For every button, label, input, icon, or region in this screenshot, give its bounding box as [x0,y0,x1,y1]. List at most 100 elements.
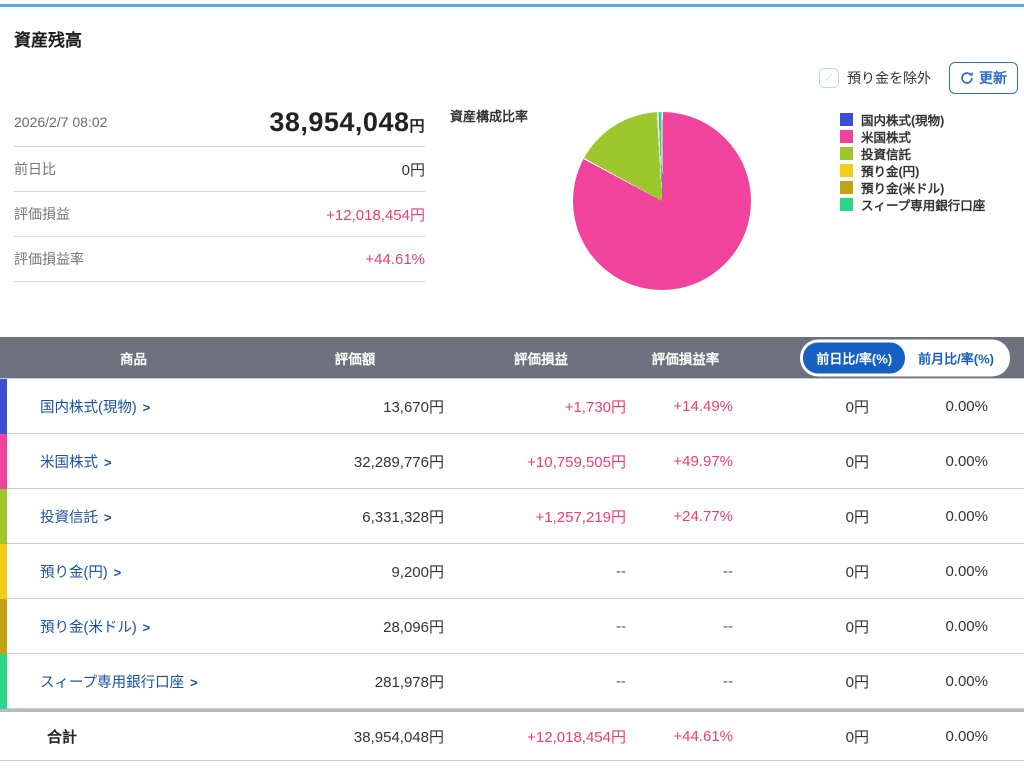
chevron-right-icon: > [142,400,151,415]
cell-value: 28,096円 [383,619,444,636]
legend-swatch [840,146,853,160]
row-color-bar [0,544,7,599]
product-link[interactable]: 預り金(円) > [40,565,122,581]
chevron-right-icon: > [190,675,198,690]
asset-composition-pie-chart [573,112,751,290]
cell-pl: -- [616,673,626,690]
chevron-right-icon: > [104,510,112,525]
checkbox-icon[interactable]: ✓ [819,68,839,88]
cell-day-change: 0円 [845,399,869,416]
asset-summary: 2026/2/7 08:02 38,954,048円 前日比 0円 評価損益 +… [14,98,425,282]
product-link[interactable]: 国内株式(現物) > [40,400,151,416]
row-color-bar [0,434,7,489]
summary-pl-row: 評価損益 +12,018,454円 [14,192,425,237]
cell-day-rate: 0.00% [945,673,988,690]
cell-pl-rate: -- [723,673,733,690]
legend-item: 投資信託 [840,146,985,162]
summary-day-change-row: 前日比 0円 [14,147,425,192]
legend-item: 預り金(米ドル) [840,180,985,196]
chevron-right-icon: > [142,620,151,635]
table-row: 預り金(米ドル) > 28,096円 -- -- 0円 0.00% [0,599,1024,654]
cell-value: 9,200円 [391,564,444,581]
summary-pl-rate-row: 評価損益率 +44.61% [14,237,425,282]
cell-day-rate: 0.00% [945,398,988,415]
cell-pl: -- [616,618,626,635]
col-header-product: 商品 [120,351,147,367]
table-total-row: 合計 38,954,048円 +12,018,454円 +44.61% 0円 0… [0,709,1024,761]
legend-item: 国内株式(現物) [840,112,985,128]
legend-swatch [840,129,853,143]
period-toggle: 前日比/率(%) 前月比/率(%) [800,339,1010,376]
cell-day-change: 0円 [845,674,869,691]
cell-pl-rate: -- [723,618,733,635]
cell-pl: +1,257,219円 [535,509,627,526]
cell-day-rate: 0.00% [945,508,988,525]
chevron-right-icon: > [113,565,122,580]
cell-pl: +1,730円 [564,399,626,416]
cell-pl-rate: -- [723,563,733,580]
product-link[interactable]: 投資信託 > [40,510,112,526]
cell-value: 281,978円 [374,674,444,691]
refresh-button[interactable]: 更新 [949,62,1018,94]
checkbox-label: 預り金を除外 [847,70,931,86]
cell-day-change: 0円 [845,619,869,636]
summary-timestamp: 2026/2/7 08:02 [14,114,108,130]
legend-swatch [840,180,853,194]
asset-table: 商品 評価額 評価損益 評価損益率 前日比/率(%) 前月比/率(%) 国内株式… [0,337,1024,761]
cell-day-change: 0円 [845,454,869,471]
product-link[interactable]: 米国株式 > [40,455,112,471]
refresh-label: 更新 [979,70,1007,86]
cell-pl-rate: +14.49% [673,398,733,415]
table-row: 投資信託 > 6,331,328円 +1,257,219円 +24.77% 0円 … [0,489,1024,544]
legend-swatch [840,163,853,177]
legend-swatch [840,112,853,126]
cell-day-change: 0円 [845,509,869,526]
total-pl-rate: +44.61% [673,727,733,745]
exclude-deposit-checkbox[interactable]: ✓ 預り金を除外 [819,68,931,88]
legend-swatch [840,197,853,211]
table-row: 米国株式 > 32,289,776円 +10,759,505円 +49.97% 0… [0,434,1024,489]
product-link[interactable]: スィープ専用銀行口座 > [40,675,198,691]
legend-item: 預り金(円) [840,163,985,179]
col-header-pl: 評価損益 [514,351,568,367]
product-link[interactable]: 預り金(米ドル) > [40,620,151,636]
cell-pl: +10,759,505円 [527,454,626,471]
row-color-bar [0,599,7,654]
cell-value: 6,331,328円 [362,509,444,526]
top-accent-line [0,4,1024,7]
legend-item: スィープ専用銀行口座 [840,197,985,213]
pie-chart-title: 資産構成比率 [450,109,529,124]
col-header-value: 評価額 [334,351,376,367]
chevron-right-icon: > [104,455,112,470]
row-color-bar [0,489,7,544]
col-header-pl-rate: 評価損益率 [651,351,720,367]
toggle-month-change[interactable]: 前月比/率(%) [905,342,1007,373]
cell-day-rate: 0.00% [945,618,988,635]
cell-pl-rate: +24.77% [673,508,733,525]
page-title: 資産残高 [14,31,82,50]
cell-pl: -- [616,563,626,580]
day-change-value: 0円 [401,161,425,179]
total-value: 38,954,048円 [353,728,444,746]
total-day-change: 0円 [845,728,869,746]
pl-value: +12,018,454円 [326,206,425,224]
row-color-bar [0,379,7,434]
total-asset-value: 38,954,048円 [269,106,425,137]
cell-day-rate: 0.00% [945,453,988,470]
pl-rate-value: +44.61% [365,250,425,268]
cell-value: 13,670円 [383,399,444,416]
legend-item: 米国株式 [840,129,985,145]
table-row: スィープ専用銀行口座 > 281,978円 -- -- 0円 0.00% [0,654,1024,709]
table-row: 国内株式(現物) > 13,670円 +1,730円 +14.49% 0円 0.0… [0,379,1024,434]
total-day-rate: 0.00% [945,727,988,745]
total-label: 合計 [47,728,78,746]
summary-total-row: 2026/2/7 08:02 38,954,048円 [14,98,425,147]
header-controls: ✓ 預り金を除外 更新 [819,62,1018,94]
toggle-day-change[interactable]: 前日比/率(%) [803,342,906,373]
table-header: 商品 評価額 評価損益 評価損益率 前日比/率(%) 前月比/率(%) [0,337,1024,379]
cell-day-rate: 0.00% [945,563,988,580]
row-color-bar [0,654,7,709]
total-pl: +12,018,454円 [527,728,626,746]
yen-unit: 円 [409,117,425,135]
cell-day-change: 0円 [845,564,869,581]
